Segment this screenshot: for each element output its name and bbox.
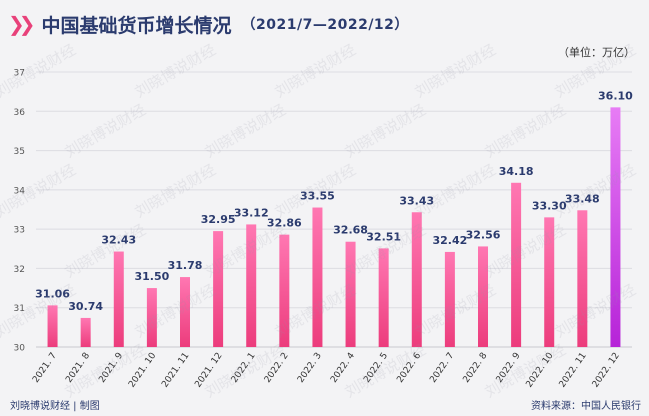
value-label: 30.74 bbox=[68, 300, 103, 313]
x-tick-label: 2021. 7 bbox=[31, 351, 59, 385]
bar bbox=[544, 217, 555, 347]
title-row: ❯❯ 中国基础货币增长情况 （2021/7—2022/12） bbox=[8, 10, 409, 38]
bar bbox=[279, 234, 290, 347]
value-label: 32.95 bbox=[201, 213, 236, 226]
x-tick-label: 2022. 1 bbox=[230, 351, 258, 385]
bar bbox=[478, 246, 488, 347]
y-axis: 30 31 32 33 34 35 36 37 bbox=[14, 69, 26, 354]
bar bbox=[113, 251, 124, 347]
value-label: 31.06 bbox=[35, 287, 70, 300]
footer-source: 资料来源：中国人民银行 bbox=[531, 401, 641, 412]
bar bbox=[511, 182, 522, 347]
x-tick-label: 2022. 6 bbox=[395, 351, 423, 385]
value-label: 32.56 bbox=[466, 228, 501, 241]
value-label: 33.12 bbox=[234, 206, 269, 219]
footer-credit: 刘晓博说财经 | 制图 bbox=[10, 401, 100, 412]
y-tick-label: 32 bbox=[14, 265, 25, 275]
x-tick-label: 2021. 10 bbox=[127, 351, 158, 390]
bar bbox=[246, 224, 257, 347]
x-tick-label: 2022. 3 bbox=[296, 351, 324, 385]
x-axis: 2021. 7 2021. 8 2021. 9 2021. 10 2021. 11 202… bbox=[31, 351, 622, 390]
x-tick-label: 2022. 8 bbox=[462, 351, 490, 385]
value-label: 32.43 bbox=[101, 234, 136, 247]
bar bbox=[213, 231, 224, 347]
x-tick-label: 2021. 8 bbox=[64, 351, 92, 385]
grid-lines bbox=[36, 71, 632, 348]
x-tick-label: 2022. 4 bbox=[329, 351, 357, 385]
y-tick-label: 34 bbox=[14, 186, 26, 196]
bar bbox=[610, 107, 621, 347]
value-label: 32.86 bbox=[267, 217, 302, 230]
y-tick-label: 31 bbox=[14, 304, 25, 314]
value-label: 32.42 bbox=[432, 234, 467, 247]
x-tick-label: 2022. 5 bbox=[362, 351, 390, 385]
value-label: 32.51 bbox=[366, 230, 401, 243]
bar bbox=[180, 277, 190, 347]
x-tick-label: 2021. 9 bbox=[97, 351, 125, 385]
x-tick-label: 2021. 11 bbox=[160, 351, 191, 390]
bar bbox=[80, 317, 91, 347]
y-tick-label: 36 bbox=[14, 108, 26, 118]
bar bbox=[345, 241, 356, 347]
x-tick-label: 2022. 2 bbox=[263, 351, 291, 385]
x-tick-label: 2021. 12 bbox=[193, 351, 224, 390]
x-tick-label: 2022. 9 bbox=[495, 351, 523, 385]
value-label: 34.18 bbox=[499, 165, 534, 178]
value-label: 33.30 bbox=[532, 199, 567, 212]
y-tick-label: 37 bbox=[14, 69, 25, 79]
bar bbox=[444, 251, 455, 347]
bar bbox=[146, 288, 157, 347]
chart-subtitle: （2021/7—2022/12） bbox=[241, 17, 409, 33]
bar bbox=[577, 210, 588, 347]
x-tick-label: 2022. 7 bbox=[428, 351, 456, 385]
chart-title: 中国基础货币增长情况 bbox=[41, 14, 232, 37]
value-label: 33.55 bbox=[300, 190, 335, 203]
bar bbox=[378, 248, 389, 347]
bar bbox=[312, 207, 323, 347]
value-label: 36.10 bbox=[598, 89, 633, 102]
value-label: 31.78 bbox=[168, 259, 203, 272]
x-tick-label: 2022. 11 bbox=[558, 351, 589, 390]
x-tick-label: 2022. 10 bbox=[525, 351, 556, 390]
unit-label: （单位：万亿） bbox=[558, 46, 635, 59]
bars bbox=[47, 107, 621, 347]
y-tick-label: 30 bbox=[14, 344, 26, 354]
y-tick-label: 33 bbox=[14, 226, 25, 236]
x-tick-label: 2022. 12 bbox=[591, 351, 622, 390]
value-label: 31.50 bbox=[134, 270, 169, 283]
value-label: 32.68 bbox=[333, 224, 368, 237]
bar bbox=[411, 212, 422, 347]
y-tick-label: 35 bbox=[14, 147, 25, 157]
value-label: 33.43 bbox=[399, 194, 434, 207]
value-label: 33.48 bbox=[565, 192, 600, 205]
bar bbox=[47, 305, 58, 347]
